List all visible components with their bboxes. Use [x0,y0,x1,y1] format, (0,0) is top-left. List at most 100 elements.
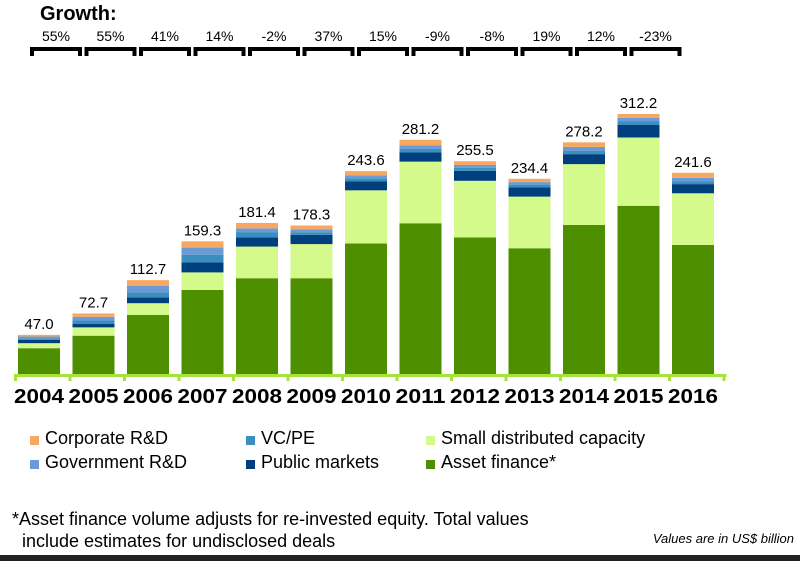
bar-segment-public-markets [290,234,333,245]
x-axis-tick [14,374,17,381]
bar-segment-public-markets [127,297,169,304]
year-label: 2005 [69,386,119,408]
bar-segment-vc-pe [345,178,387,182]
bar-segment-government-r-d [127,285,169,293]
x-axis-tick [286,374,290,381]
bar-segment-government-r-d [563,146,605,151]
bar-segment-small-distributed-capacity [399,161,442,224]
bar-segment-small-distributed-capacity [181,272,224,290]
bar-segment-asset-finance [127,314,169,374]
growth-bracket [575,47,627,56]
year-label: 2008 [232,386,282,408]
bar-segment-corporate-r-d [508,178,551,183]
year-label: 2009 [287,386,337,408]
bar-segment-small-distributed-capacity [127,303,169,315]
bar-segment-corporate-r-d [290,225,333,230]
growth-bracket [302,47,355,56]
year-label: 2014 [559,386,610,408]
bar-segment-vc-pe [454,167,496,171]
bar-segment-asset-finance [181,289,224,374]
bar-segment-asset-finance [617,205,660,374]
legend-swatch [246,436,255,445]
x-axis-line [16,374,727,377]
bar-segment-small-distributed-capacity [290,244,333,279]
growth-bracket [411,47,464,56]
bar-segment-small-distributed-capacity [672,193,714,245]
legend-item-public-markets: Public markets [246,452,379,473]
bar-segment-small-distributed-capacity [508,196,551,249]
bar-segment-asset-finance [345,243,387,374]
growth-bracket [139,47,191,56]
bar-segment-small-distributed-capacity [454,180,496,238]
bar-segment-asset-finance [72,335,115,374]
bar-segment-government-r-d [345,175,387,179]
bar-segment-corporate-r-d [236,222,278,229]
year-labels: 2004 2005 2006 2007 2008 2009 2010 2011 2012 2013… [14,386,718,408]
year-label: 2007 [178,386,228,408]
bar-segment-public-markets [345,181,387,191]
bar-segment-asset-finance [454,237,496,374]
legend-item-asset-finance: Asset finance* [426,452,556,473]
bar-segment-vc-pe [290,232,333,235]
bar-segment-corporate-r-d [127,280,169,286]
bar-segment-government-r-d [672,177,714,182]
bar-segment-asset-finance [508,248,551,374]
x-axis-tick [504,374,508,381]
bar-segment-vc-pe [18,338,60,340]
growth-label: -9% [425,28,450,44]
bar-segment-corporate-r-d [672,172,714,178]
bar-segment-small-distributed-capacity [236,246,278,279]
x-axis-tick [722,374,726,381]
bar-segment-corporate-r-d [18,334,60,337]
bar-segment-public-markets [508,187,551,197]
legend-item-government-rd: Government R&D [30,452,187,473]
year-label: 2010 [341,386,391,408]
bar-segment-vc-pe [72,320,115,325]
year-label: 2011 [396,386,446,408]
legend-label: Government R&D [45,452,188,472]
bar-segment-government-r-d [399,145,442,149]
stacked-bar-chart: Growth: 55% 55% 41% 14% -2% 37% 15% -9% -8% 19% 12… [14,3,727,408]
legend-swatch [426,460,435,469]
year-label: 2015 [614,386,664,408]
year-label: 2004 [14,386,65,408]
year-label: 2013 [505,386,555,408]
growth-bracket [520,47,573,56]
growth-bracket [466,47,518,56]
bar-segment-asset-finance [290,278,333,374]
bar-segment-public-markets [563,154,605,165]
growth-bracket [248,47,300,56]
bar-segment-small-distributed-capacity [72,327,115,336]
bar-segment-vc-pe [399,148,442,153]
x-axis-tick [613,374,617,381]
legend: Corporate R&D VC/PE Small distributed ca… [28,428,788,488]
bar-segment-corporate-r-d [563,142,605,147]
growth-label: -8% [480,28,505,44]
year-label: 2012 [450,386,500,408]
x-axis-tick [177,374,181,381]
bar-segment-public-markets [236,237,278,247]
growth-bracket [30,47,82,56]
legend-swatch [246,460,255,469]
total-label: 178.3 [293,207,331,224]
bottom-divider [0,555,800,561]
bar-segment-small-distributed-capacity [617,137,660,206]
total-label: 241.6 [674,154,712,171]
growth-bracket [193,47,246,56]
units-note: Values are in US$ billion [652,531,794,546]
footnote-line-2: include estimates for undisclosed deals [22,531,336,551]
bar-segment-vc-pe [617,121,660,125]
growth-label: -23% [639,28,672,44]
growth-label: 15% [369,28,397,44]
bars [18,114,714,374]
total-label: 181.4 [238,204,276,221]
bar-segment-asset-finance [18,348,60,374]
bar-segment-public-markets [181,262,224,273]
x-axis-tick [668,374,671,381]
legend-swatch [30,460,39,469]
legend-item-vc-pe: VC/PE [246,428,315,449]
growth-bracket [357,47,409,56]
total-label: 278.2 [565,123,603,140]
bar-segment-government-r-d [617,117,660,122]
total-label: 47.0 [24,316,53,333]
